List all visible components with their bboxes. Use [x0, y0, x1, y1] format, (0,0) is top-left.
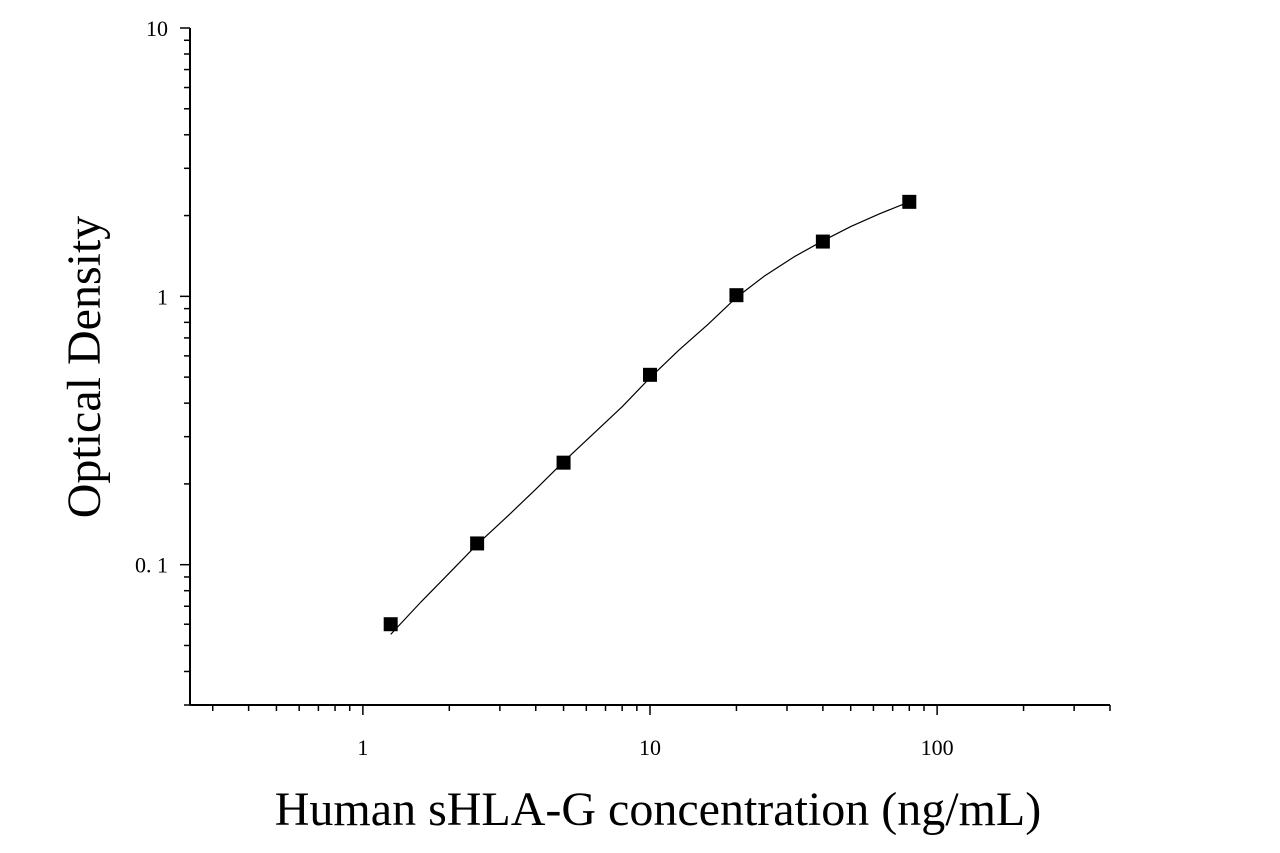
y-axis-title: Optical Density [58, 216, 111, 519]
axes [189, 28, 1110, 706]
fit-curve-layer [390, 201, 910, 635]
data-point [556, 455, 571, 470]
data-points [383, 194, 917, 632]
y-tick-label: 10 [146, 16, 168, 41]
data-point [815, 234, 830, 249]
data-point [383, 617, 398, 632]
data-point [470, 536, 485, 551]
axis-ticks [180, 27, 1111, 715]
y-tick-label: 0. 1 [135, 553, 168, 578]
data-point [643, 367, 657, 382]
axis-tick-labels: 1 10 100 0. 1 1 10 [135, 16, 954, 760]
x-tick-label: 100 [921, 735, 954, 760]
x-axis-title: Human sHLA-G concentration (ng/mL) [275, 783, 1041, 836]
data-point [729, 288, 744, 303]
x-tick-label: 10 [639, 735, 661, 760]
data-point [902, 194, 917, 209]
fit-curve [390, 201, 910, 635]
y-tick-label: 1 [157, 284, 168, 309]
x-tick-label: 1 [357, 735, 368, 760]
